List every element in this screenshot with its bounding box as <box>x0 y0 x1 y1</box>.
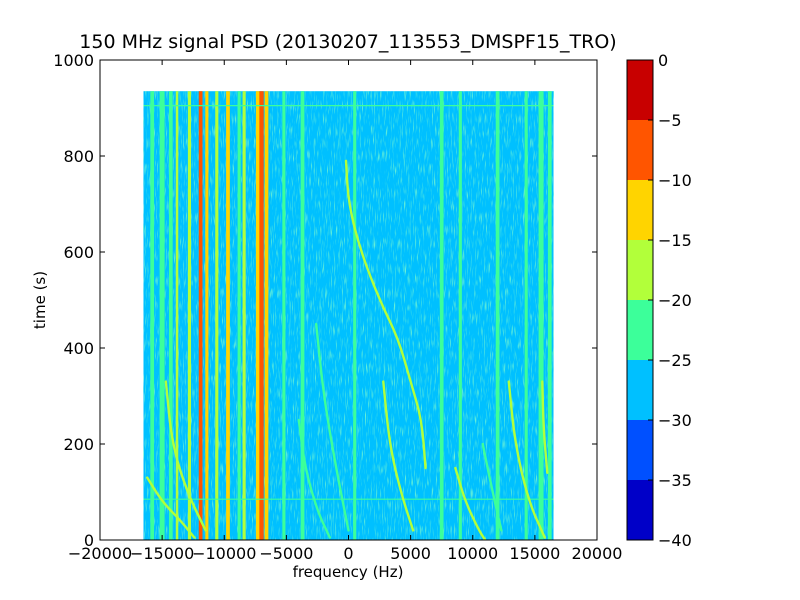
x-tick-label: 15000 <box>509 544 560 563</box>
spectral-line <box>187 91 192 540</box>
doppler-track <box>541 380 549 474</box>
spectral-line <box>168 91 173 540</box>
colorbar-tick-label: −35 <box>658 471 692 490</box>
doppler-track <box>146 476 196 539</box>
spectral-line <box>198 91 203 540</box>
y-tick-label: 200 <box>63 435 94 454</box>
colorbar-swatch <box>627 180 653 240</box>
doppler-track <box>382 380 415 532</box>
x-tick-label: −5000 <box>259 544 313 563</box>
x-tick-label: 5000 <box>390 544 431 563</box>
colorbar-tick-label: −40 <box>658 531 692 550</box>
doppler-track <box>314 322 350 532</box>
doppler-track <box>454 466 487 540</box>
y-tick-label: 800 <box>63 147 94 166</box>
colorbar-swatch <box>627 480 653 540</box>
spectral-line <box>524 91 528 540</box>
x-tick-label: 10000 <box>447 544 498 563</box>
spectral-line <box>259 91 264 540</box>
spectral-line <box>255 91 260 540</box>
colorbar-swatch <box>627 300 653 360</box>
heatmap-image <box>143 91 554 540</box>
spectral-line <box>439 91 444 540</box>
spectral-line <box>215 91 219 540</box>
colorbar-swatch <box>627 60 653 120</box>
spectral-line <box>226 91 230 540</box>
spectral-line <box>547 91 552 540</box>
colorbar-tick-label: −20 <box>658 291 692 310</box>
doppler-track <box>297 418 332 539</box>
spectral-line <box>175 91 179 540</box>
colorbar-swatch <box>627 240 653 300</box>
spectral-line <box>495 91 500 540</box>
spectral-line <box>264 91 269 540</box>
y-tick-label: 400 <box>63 339 94 358</box>
spectral-line <box>159 91 165 540</box>
spectral-line <box>150 91 155 540</box>
colorbar-tick-label: −25 <box>658 351 692 370</box>
colorbar-tick-label: −30 <box>658 411 692 430</box>
colorbar-tick-label: −10 <box>658 171 692 190</box>
colorbar-tick-label: −15 <box>658 231 692 250</box>
spectral-line <box>242 91 246 540</box>
y-axis: 0 200 400 600 800 1000 <box>53 51 597 550</box>
colorbar-tick-label: −5 <box>658 111 682 130</box>
spectral-line <box>205 91 209 540</box>
x-tick-label: 20000 <box>572 544 623 563</box>
spectral-line <box>353 91 357 540</box>
spectral-line <box>300 91 305 540</box>
doppler-track <box>507 380 547 539</box>
doppler-track <box>164 380 207 532</box>
colorbar-swatch <box>627 120 653 180</box>
spectral-line <box>237 91 241 540</box>
y-tick-label: 1000 <box>53 51 94 70</box>
chart-title: 150 MHz signal PSD (20130207_113553_DMSP… <box>79 31 616 53</box>
x-axis: −20000−15000−10000 −5000 0 5000 10000 15000 20… <box>68 60 623 563</box>
spectral-line <box>282 91 286 540</box>
spectral-line <box>458 91 462 540</box>
heatmap-noise <box>143 91 554 540</box>
y-axis-label: time (s) <box>31 271 49 329</box>
x-tick-label: 0 <box>343 544 353 563</box>
colorbar-swatch <box>627 420 653 480</box>
doppler-track <box>344 159 427 470</box>
y-tick-label: 600 <box>63 243 94 262</box>
colorbar-swatch <box>627 360 653 420</box>
x-tick-label: −20000 <box>68 544 132 563</box>
spectral-line <box>538 91 544 540</box>
x-tick-label: −10000 <box>192 544 256 563</box>
y-tick-label: 0 <box>84 531 94 550</box>
x-tick-label: −15000 <box>130 544 194 563</box>
x-axis-label: frequency (Hz) <box>293 563 404 581</box>
colorbar-tick-label: 0 <box>658 51 668 70</box>
doppler-track <box>481 442 503 532</box>
colorbar: −40 −35 −30 −25 −20 −15 −10 −5 0 <box>626 51 692 550</box>
